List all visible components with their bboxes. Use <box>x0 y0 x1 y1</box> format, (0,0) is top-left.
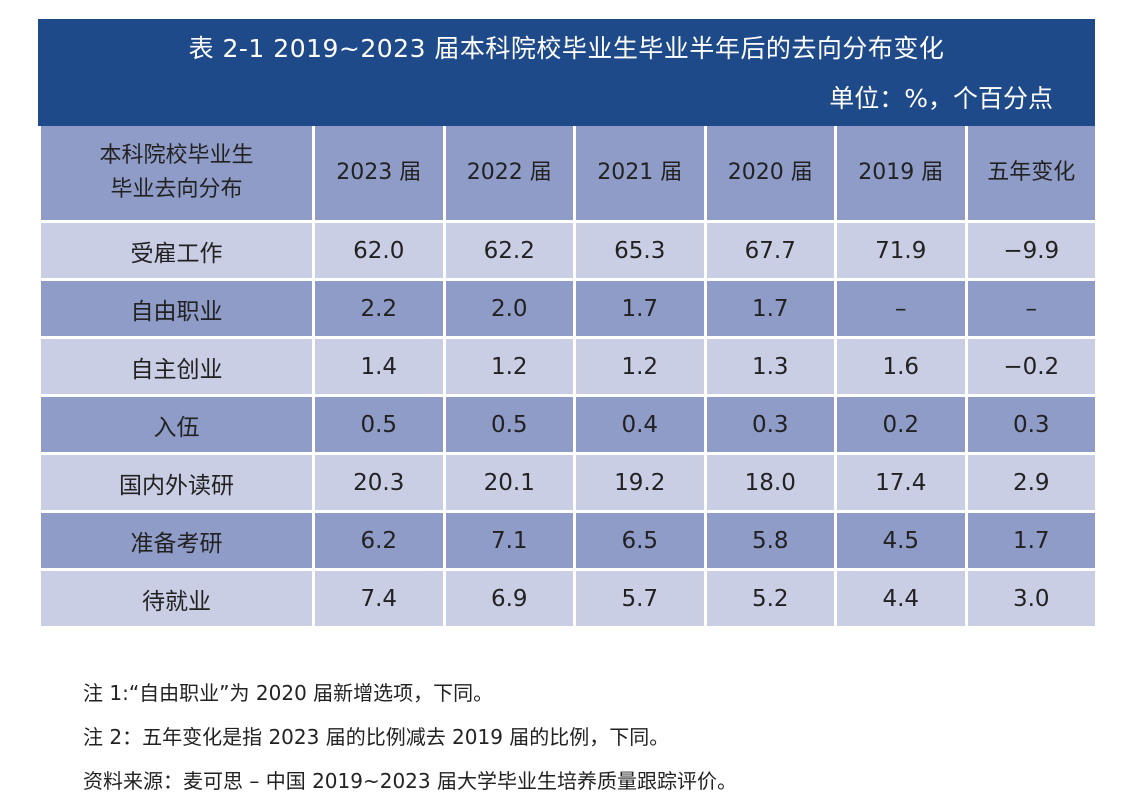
cell-2021: 1.7 <box>573 278 707 339</box>
cell-2020: 1.3 <box>703 336 837 397</box>
cell-2022: 1.2 <box>442 336 576 397</box>
cell-2023: 6.2 <box>312 510 446 571</box>
header-2021: 2021 届 <box>573 123 707 223</box>
cell-2023: 0.5 <box>312 394 446 455</box>
cell-2023: 7.4 <box>312 568 446 629</box>
header-five-year-change: 五年变化 <box>964 123 1098 223</box>
cell-2019: 4.5 <box>834 510 968 571</box>
cell-2020: 5.8 <box>703 510 837 571</box>
cell-five-year-change: 1.7 <box>964 510 1098 571</box>
table-row: 入伍 0.5 0.5 0.4 0.3 0.2 0.3 <box>38 394 1098 455</box>
cell-five-year-change: 0.3 <box>964 394 1098 455</box>
table-row: 国内外读研 20.3 20.1 19.2 18.0 17.4 2.9 <box>38 452 1098 513</box>
table-row: 待就业 7.4 6.9 5.7 5.2 4.4 3.0 <box>38 568 1098 629</box>
cell-five-year-change: 3.0 <box>964 568 1098 629</box>
cell-five-year-change: −0.2 <box>964 336 1098 397</box>
cell-2019: 17.4 <box>834 452 968 513</box>
cell-2019: 4.4 <box>834 568 968 629</box>
table-row: 准备考研 6.2 7.1 6.5 5.8 4.5 1.7 <box>38 510 1098 571</box>
row-label: 国内外读研 <box>38 452 315 513</box>
cell-2020: 0.3 <box>703 394 837 455</box>
title-band: 表 2-1 2019~2023 届本科院校毕业生毕业半年后的去向分布变化 单位：… <box>38 19 1095 126</box>
cell-2019: 71.9 <box>834 220 968 281</box>
cell-2023: 2.2 <box>312 278 446 339</box>
cell-2022: 20.1 <box>442 452 576 513</box>
cell-2022: 2.0 <box>442 278 576 339</box>
header-2022: 2022 届 <box>442 123 576 223</box>
cell-2021: 0.4 <box>573 394 707 455</box>
cell-2022: 62.2 <box>442 220 576 281</box>
notes: 注 1:“自由职业”为 2020 届新增选项，下同。 注 2：五年变化是指 20… <box>83 671 737 803</box>
cell-2023: 20.3 <box>312 452 446 513</box>
cell-2021: 5.7 <box>573 568 707 629</box>
cell-2020: 18.0 <box>703 452 837 513</box>
cell-2021: 6.5 <box>573 510 707 571</box>
row-label: 准备考研 <box>38 510 315 571</box>
table-row: 受雇工作 62.0 62.2 65.3 67.7 71.9 −9.9 <box>38 220 1098 281</box>
cell-2020: 1.7 <box>703 278 837 339</box>
cell-five-year-change: 2.9 <box>964 452 1098 513</box>
cell-2022: 0.5 <box>442 394 576 455</box>
cell-2020: 5.2 <box>703 568 837 629</box>
table-row: 自主创业 1.4 1.2 1.2 1.3 1.6 −0.2 <box>38 336 1098 397</box>
header-row: 本科院校毕业生 毕业去向分布 2023 届 2022 届 2021 届 2020… <box>38 123 1098 223</box>
header-2019: 2019 届 <box>834 123 968 223</box>
cell-2022: 7.1 <box>442 510 576 571</box>
row-label: 受雇工作 <box>38 220 315 281</box>
table-title: 表 2-1 2019~2023 届本科院校毕业生毕业半年后的去向分布变化 <box>188 34 945 63</box>
cell-2023: 1.4 <box>312 336 446 397</box>
row-label: 自由职业 <box>38 278 315 339</box>
table-figure: 表 2-1 2019~2023 届本科院校毕业生毕业半年后的去向分布变化 单位：… <box>38 19 1098 629</box>
row-label: 入伍 <box>38 394 315 455</box>
header-category-line2: 毕业去向分布 <box>110 177 243 202</box>
row-label: 自主创业 <box>38 336 315 397</box>
cell-2021: 19.2 <box>573 452 707 513</box>
header-category-line1: 本科院校毕业生 <box>99 143 254 168</box>
cell-2021: 1.2 <box>573 336 707 397</box>
cell-2021: 65.3 <box>573 220 707 281</box>
cell-2019: – <box>834 278 968 339</box>
cell-2019: 1.6 <box>834 336 968 397</box>
source-note: 资料来源：麦可思 – 中国 2019~2023 届大学毕业生培养质量跟踪评价。 <box>83 769 737 793</box>
table-row: 自由职业 2.2 2.0 1.7 1.7– – <box>38 278 1098 339</box>
distribution-table: 本科院校毕业生 毕业去向分布 2023 届 2022 届 2021 届 2020… <box>38 123 1098 629</box>
cell-2022: 6.9 <box>442 568 576 629</box>
unit-label: 单位：%，个百分点 <box>829 84 1053 113</box>
cell-2023: 62.0 <box>312 220 446 281</box>
note-2: 注 2：五年变化是指 2023 届的比例减去 2019 届的比例，下同。 <box>83 725 670 749</box>
cell-five-year-change: – <box>964 278 1098 339</box>
cell-2020: 67.7 <box>703 220 837 281</box>
header-2023: 2023 届 <box>312 123 446 223</box>
header-category: 本科院校毕业生 毕业去向分布 <box>38 123 315 223</box>
cell-2019: 0.2 <box>834 394 968 455</box>
header-2020: 2020 届 <box>703 123 837 223</box>
note-1: 注 1:“自由职业”为 2020 届新增选项，下同。 <box>83 681 494 705</box>
row-label: 待就业 <box>38 568 315 629</box>
cell-five-year-change: −9.9 <box>964 220 1098 281</box>
